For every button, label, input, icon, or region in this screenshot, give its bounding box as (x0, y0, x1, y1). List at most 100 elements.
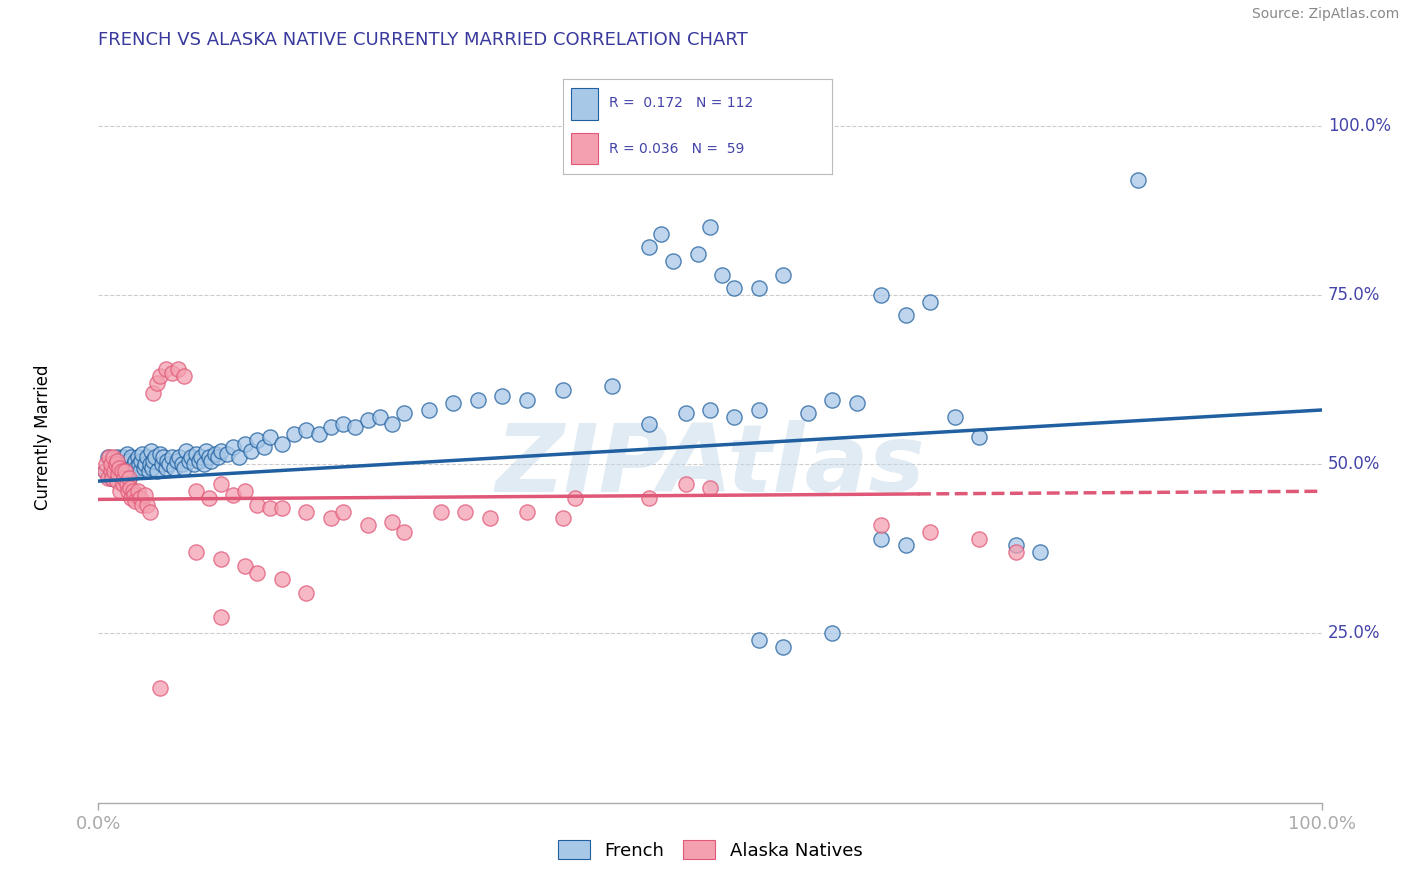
Point (222, 440, 245, 454)
Point (418, 403, 440, 417)
Point (98, 450, 121, 465)
Point (797, 406, 820, 420)
Point (600, 379, 623, 393)
Text: 75.0%: 75.0% (1327, 285, 1381, 304)
Point (356, 413, 378, 427)
Point (124, 454, 146, 468)
Point (118, 454, 141, 468)
Text: Currently Married: Currently Married (34, 364, 52, 510)
Point (108, 457, 131, 471)
Point (222, 488, 245, 502)
Point (139, 443, 162, 458)
Point (101, 450, 124, 465)
Point (143, 450, 166, 465)
Point (121, 484, 143, 499)
Point (441, 396, 464, 410)
Point (127, 450, 149, 465)
Point (111, 457, 134, 471)
Point (515, 392, 537, 407)
Point (240, 443, 263, 458)
Point (821, 626, 844, 640)
Point (637, 240, 661, 254)
Point (1004, 538, 1026, 552)
Point (295, 586, 318, 600)
Point (121, 464, 143, 478)
Point (142, 454, 165, 468)
Point (187, 454, 209, 468)
Point (233, 558, 256, 573)
Point (167, 362, 190, 376)
Point (120, 491, 142, 505)
Point (186, 484, 208, 499)
Point (319, 420, 342, 434)
Point (1128, 172, 1150, 186)
Point (105, 464, 128, 478)
Text: 50.0%: 50.0% (1327, 455, 1381, 473)
Point (176, 443, 198, 458)
Point (132, 460, 155, 475)
Point (270, 437, 294, 451)
Point (204, 447, 226, 461)
Point (104, 454, 127, 468)
Point (920, 294, 942, 309)
Point (207, 450, 229, 465)
Point (177, 454, 200, 468)
Point (127, 484, 149, 499)
Point (564, 491, 586, 505)
Point (111, 464, 134, 478)
Point (100, 457, 122, 471)
Point (156, 454, 179, 468)
Point (967, 430, 990, 444)
Point (381, 515, 404, 529)
Point (259, 501, 281, 516)
Point (150, 457, 173, 471)
Point (699, 403, 721, 417)
Point (650, 227, 672, 241)
Point (115, 447, 138, 461)
Point (104, 457, 127, 471)
Point (93, 464, 115, 478)
Text: ZIPAtlas: ZIPAtlas (495, 420, 925, 512)
Point (100, 471, 122, 485)
Point (675, 477, 697, 491)
Point (139, 505, 162, 519)
Point (107, 467, 129, 482)
Point (332, 505, 354, 519)
Point (163, 460, 186, 475)
Point (967, 532, 990, 546)
Point (308, 426, 330, 441)
Point (131, 498, 153, 512)
Point (101, 471, 124, 485)
Point (129, 454, 152, 468)
Point (662, 254, 685, 268)
Point (186, 447, 208, 461)
Point (111, 460, 134, 475)
Point (392, 406, 416, 420)
Point (637, 491, 661, 505)
Point (1029, 545, 1052, 559)
Point (319, 511, 342, 525)
Point (115, 477, 138, 491)
Point (344, 420, 367, 434)
Point (723, 281, 745, 295)
Point (772, 268, 794, 282)
Point (117, 484, 139, 499)
Point (699, 220, 721, 235)
Point (246, 434, 269, 448)
Point (870, 518, 893, 533)
Point (108, 460, 131, 475)
Point (332, 417, 354, 431)
Text: Source: ZipAtlas.com: Source: ZipAtlas.com (1251, 7, 1399, 21)
Point (491, 389, 513, 403)
Point (675, 406, 697, 420)
Point (894, 308, 917, 322)
Point (1004, 545, 1026, 559)
Point (100, 457, 122, 471)
Point (94, 457, 117, 471)
Point (101, 460, 124, 475)
Point (122, 457, 145, 471)
Point (215, 447, 238, 461)
Point (111, 450, 134, 465)
Point (711, 268, 734, 282)
Point (129, 491, 152, 505)
